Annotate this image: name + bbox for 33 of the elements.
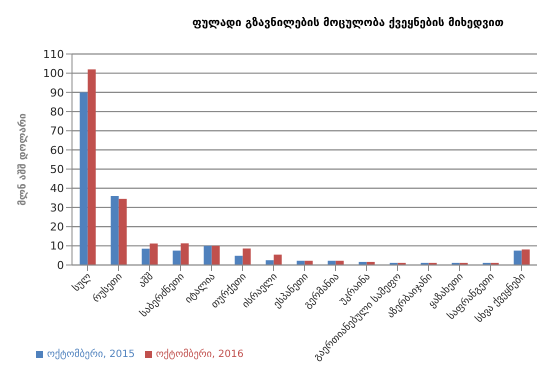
bar	[118, 198, 127, 265]
y-tick-label: 100	[43, 67, 64, 80]
y-tick-label: 90	[50, 86, 64, 100]
y-tick-label: 70	[50, 124, 64, 138]
bar	[266, 260, 274, 265]
bar	[180, 243, 189, 265]
bar	[212, 246, 220, 265]
y-tick-label: 50	[50, 162, 64, 176]
y-tick-label: 40	[50, 182, 64, 196]
bar	[522, 249, 530, 265]
bar	[204, 246, 212, 265]
y-tick-label: 20	[50, 220, 64, 234]
y-tick-label: 0	[57, 258, 64, 272]
bar	[172, 250, 181, 265]
legend-label: ოქტომბერი, 2016	[156, 349, 244, 360]
bar	[274, 254, 282, 265]
x-tick-label: სულ	[70, 270, 94, 294]
y-tick-label: 110	[43, 48, 64, 61]
bar	[142, 248, 150, 265]
bar	[150, 244, 158, 265]
y-tick-label: 60	[50, 144, 64, 157]
chart-title: ფულადი გზავნილების მოცულობა ქვეყნების მიხედვით	[191, 16, 505, 29]
bar	[80, 92, 88, 265]
bar	[88, 69, 96, 265]
bar	[514, 250, 522, 265]
y-tick-label: 10	[50, 240, 64, 253]
y-axis-title: მლნ აშშ დოლარი	[16, 112, 29, 206]
legend-label: ოქტომბერი, 2015	[47, 349, 135, 360]
bar	[234, 256, 243, 265]
y-tick-label: 30	[50, 201, 64, 214]
y-tick-label: 80	[50, 105, 64, 118]
bar	[242, 248, 251, 265]
bar	[110, 196, 119, 265]
